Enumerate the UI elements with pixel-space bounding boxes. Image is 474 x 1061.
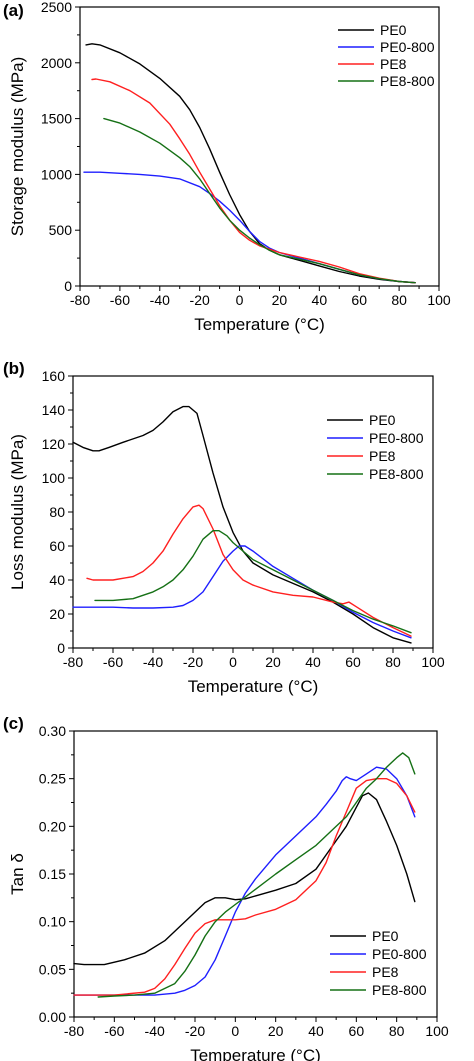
x-axis-title: Temperature (°C) <box>190 1046 321 1061</box>
x-tick-label: 20 <box>272 292 288 308</box>
chart-panel-c: -80 -60 -40 -20 0 20 40 60 80 100 0.00 0.05 0.10 0.15… <box>3 714 449 1061</box>
legend-label: PE0 <box>369 412 396 428</box>
y-tick-label: 500 <box>49 222 73 238</box>
series-line-pe0 <box>85 43 416 284</box>
legend-label: PE8-800 <box>372 982 427 998</box>
series-line-pe0 <box>73 792 416 966</box>
legend: PE0 PE0-800 PE8 PE8-800 <box>330 928 427 998</box>
y-tick-label: 140 <box>42 402 66 418</box>
series-line-pe0 <box>72 405 412 644</box>
y-axis-title: Tan δ <box>8 853 27 895</box>
x-tick-label: -20 <box>183 654 203 670</box>
panel-label: (b) <box>3 359 25 378</box>
x-tick-label: -40 <box>150 292 170 308</box>
y-tick-label: 0 <box>57 640 65 656</box>
legend-label: PE0 <box>372 928 399 944</box>
x-tick-label: 80 <box>391 292 407 308</box>
y-tick-label: 60 <box>49 538 65 554</box>
x-tick-label: 0 <box>236 292 244 308</box>
panel-label: (c) <box>3 714 24 733</box>
x-tick-label: -20 <box>185 1023 205 1039</box>
x-tick-label: -80 <box>70 292 90 308</box>
y-tick-label: 0.15 <box>39 866 66 882</box>
y-tick-label: 0.00 <box>39 1009 66 1025</box>
y-tick-label: 0.25 <box>39 771 66 787</box>
y-tick-label: 1000 <box>41 166 72 182</box>
series-line-pe8 <box>73 778 416 996</box>
legend-label: PE0-800 <box>369 430 424 446</box>
chart-panel-b: -80 -60 -40 -20 0 20 40 60 80 100 0 20 40 60 80 100 120 1… <box>3 359 445 696</box>
x-tick-label: 100 <box>425 1023 449 1039</box>
legend-label: PE8 <box>369 448 396 464</box>
x-tick-label: 40 <box>312 292 328 308</box>
panel-label: (a) <box>3 1 24 20</box>
series-line-pe8-800 <box>103 117 416 284</box>
x-tick-label: -80 <box>64 1023 84 1039</box>
x-tick-label: 60 <box>349 1023 365 1039</box>
x-axis-title: Temperature (°C) <box>188 677 319 696</box>
x-axis-title: Temperature (°C) <box>194 315 325 334</box>
x-tick-label: -80 <box>63 654 83 670</box>
x-tick-label: -60 <box>110 292 130 308</box>
y-tick-label: 0.20 <box>39 818 66 834</box>
x-tick-label: 40 <box>308 1023 324 1039</box>
legend-label: PE8-800 <box>369 466 424 482</box>
series-line-pe8-800 <box>94 530 412 634</box>
legend-label: PE8-800 <box>380 73 435 89</box>
y-tick-label: 100 <box>42 470 66 486</box>
y-tick-label: 0.05 <box>39 961 66 977</box>
y-tick-label: 0.10 <box>39 914 66 930</box>
series-line-pe8 <box>91 78 416 284</box>
series-line-pe8-800 <box>97 752 416 998</box>
x-tick-label: -20 <box>190 292 210 308</box>
y-axis-title: Loss modulus (MPa) <box>8 434 27 590</box>
x-tick-label: 60 <box>351 292 367 308</box>
x-tick-label: 60 <box>345 654 361 670</box>
series-line-pe0-800 <box>73 766 416 996</box>
y-tick-label: 120 <box>42 436 66 452</box>
y-tick-label: 0.30 <box>39 723 66 739</box>
x-tick-label: -60 <box>103 654 123 670</box>
series-line-pe0-800 <box>72 545 412 639</box>
x-tick-label: 80 <box>389 1023 405 1039</box>
x-tick-label: 20 <box>268 1023 284 1039</box>
y-tick-label: 1500 <box>41 111 72 127</box>
y-tick-label: 0 <box>64 278 72 294</box>
legend-label: PE8 <box>372 964 399 980</box>
x-tick-label: 0 <box>231 1023 239 1039</box>
y-tick-label: 40 <box>49 572 65 588</box>
series-line-pe8 <box>86 504 412 637</box>
y-tick-label: 2000 <box>41 55 72 71</box>
y-axis-title: Storage modulus (MPa) <box>8 57 27 237</box>
y-tick-label: 2500 <box>41 0 72 15</box>
x-tick-label: 100 <box>427 292 451 308</box>
x-tick-label: -60 <box>104 1023 124 1039</box>
y-tick-label: 160 <box>42 368 66 384</box>
legend-label: PE0-800 <box>372 946 427 962</box>
y-tick-label: 80 <box>49 504 65 520</box>
legend-label: PE0-800 <box>380 39 435 55</box>
chart-panel-a: -80 -60 -40 -20 0 20 40 60 80 1000500100015002000… <box>3 0 451 334</box>
x-tick-label: 40 <box>305 654 321 670</box>
y-tick-label: 20 <box>49 606 65 622</box>
legend-label: PE0 <box>380 22 407 38</box>
x-tick-label: 100 <box>421 654 445 670</box>
legend: PE0 PE0-800 PE8 PE8-800 <box>327 412 424 482</box>
x-tick-label: -40 <box>145 1023 165 1039</box>
x-tick-label: -40 <box>143 654 163 670</box>
x-tick-label: 0 <box>229 654 237 670</box>
legend-label: PE8 <box>380 56 407 72</box>
x-tick-label: 20 <box>265 654 281 670</box>
x-tick-label: 80 <box>385 654 401 670</box>
series-line-pe0-800 <box>83 171 416 284</box>
